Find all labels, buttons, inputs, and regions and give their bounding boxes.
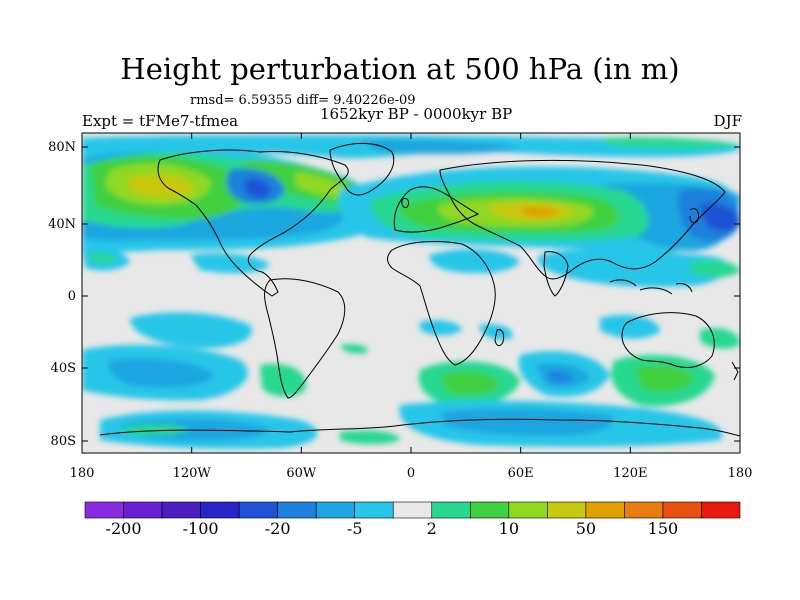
x-tick-label: 180 (70, 466, 95, 481)
contour-region (420, 320, 462, 336)
colorbar-swatch (354, 501, 394, 519)
contour-region (429, 249, 520, 274)
coastlines (99, 142, 740, 437)
x-tick-label: 180 (728, 466, 753, 481)
contour-region (108, 358, 215, 388)
period-label: 1652kyr BP - 0000kyr BP (320, 105, 513, 123)
colorbar-swatch (585, 501, 625, 519)
coastline-south-america (264, 278, 346, 399)
x-tick-label: 0 (407, 466, 415, 481)
colorbar-swatch (547, 501, 587, 519)
contour-region (130, 312, 252, 349)
stats-label: rmsd= 6.59355 diff= 9.40226e-09 (190, 93, 416, 108)
colorbar-swatch (508, 501, 548, 519)
coastline-indonesia (609, 279, 693, 295)
colorbar-label: -200 (106, 519, 142, 538)
contour-region (260, 363, 306, 397)
x-tick-label: 120E (613, 466, 647, 481)
colorbar-label: 50 (576, 519, 596, 538)
contour-region (548, 371, 572, 383)
coastline-uk (401, 197, 409, 209)
contour-region (340, 430, 400, 445)
colorbar-swatch (238, 501, 278, 519)
coastline-madagascar (494, 329, 505, 347)
height-field (82, 134, 740, 449)
colorbar-swatch (161, 501, 201, 519)
y-tick-label: 40S (51, 361, 76, 376)
contour-region (295, 172, 352, 198)
contour-region (128, 174, 195, 198)
contour-region (88, 252, 118, 264)
contour-region (440, 408, 613, 436)
colorbar-swatch (123, 501, 163, 519)
contour-region (520, 206, 558, 218)
experiment-label: Expt = tFMe7-tfmea (82, 112, 239, 130)
contour-region (635, 365, 695, 392)
x-tick-label: 120W (173, 466, 212, 481)
y-tick-label: 80N (48, 140, 76, 155)
coastline-north-america (157, 149, 349, 297)
y-tick-label: 40N (48, 217, 76, 232)
x-tick-label: 60W (286, 466, 317, 481)
season-label: DJF (713, 112, 742, 130)
coastline-greenland (329, 142, 395, 196)
x-axis: 180 120W 60W 0 60E 120E 180 (70, 133, 753, 481)
coastline-india (543, 251, 569, 297)
colorbar-label: -5 (347, 519, 363, 538)
colorbar-label: 2 (427, 519, 437, 538)
contour-region (690, 260, 740, 278)
contour-region (600, 314, 660, 339)
map-title: Height perturbation at 500 hPa (in m) (120, 52, 680, 86)
coastline-antarctica (99, 418, 740, 437)
colorbar-swatch (431, 501, 471, 519)
contour-region (600, 137, 740, 149)
colorbar-swatch (469, 501, 510, 519)
colorbar-swatch (624, 501, 664, 519)
colorbar-label: -100 (183, 519, 219, 538)
contour-region (700, 203, 740, 232)
contour-region (360, 139, 520, 154)
colorbar-label: 10 (499, 519, 519, 538)
contour-region (440, 371, 500, 396)
x-tick-label: 60E (508, 466, 534, 481)
coastline-asia (439, 159, 726, 280)
y-tick-label: 80S (51, 434, 76, 449)
map-plot-area (82, 133, 740, 453)
contour-region (245, 178, 271, 198)
contour-region (340, 343, 369, 354)
y-tick-label: 0 (68, 289, 76, 304)
colorbar-swatch (392, 501, 433, 519)
colorbar-swatch (315, 501, 356, 519)
y-axis: 80N 40N 0 40S 80S (48, 140, 740, 449)
contour-region (120, 424, 190, 435)
contour-region (700, 328, 740, 349)
colorbar-label: -20 (265, 519, 291, 538)
coastline-africa (387, 241, 496, 366)
coastline-japan (689, 208, 699, 224)
colorbar-swatch (277, 501, 317, 519)
contour-region (190, 253, 270, 274)
colorbar-swatch (84, 501, 124, 519)
colorbar-swatch (200, 501, 240, 519)
colorbar: -200 -100 -20 -5 2 10 50 150 (84, 501, 741, 538)
coastline-new-zealand (731, 361, 739, 381)
colorbar-swatch (701, 501, 741, 519)
contour-region (538, 249, 730, 287)
colorbar-label: 150 (648, 519, 679, 538)
coastline-australia (621, 312, 715, 369)
coastline-europe (393, 186, 480, 233)
colorbar-swatch (662, 501, 702, 519)
